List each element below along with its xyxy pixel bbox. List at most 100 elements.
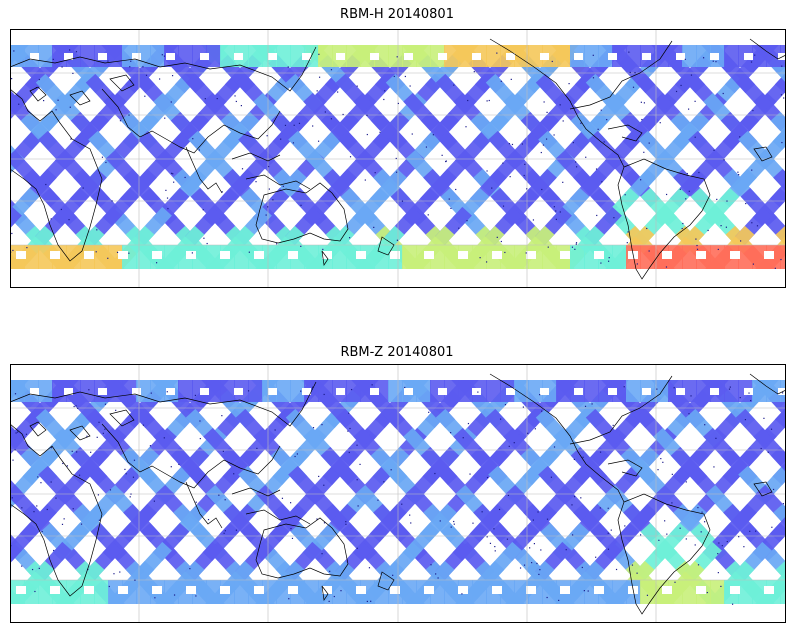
speck — [161, 54, 163, 56]
speck — [646, 594, 649, 596]
band-gap — [676, 53, 685, 60]
speck — [702, 57, 705, 59]
speck — [562, 181, 564, 183]
speck — [662, 461, 664, 463]
speck — [755, 530, 757, 532]
speck — [86, 435, 88, 437]
speck — [266, 135, 268, 137]
speck — [409, 514, 411, 516]
speck — [428, 411, 430, 413]
speck — [256, 447, 258, 449]
speck — [450, 432, 452, 434]
speck — [401, 200, 404, 202]
band-gap — [118, 251, 128, 259]
band-gap — [322, 586, 332, 594]
speck — [72, 72, 74, 75]
speck — [348, 237, 351, 239]
band-gap — [778, 53, 786, 60]
speck — [53, 549, 55, 552]
speck — [195, 501, 197, 503]
speck — [750, 399, 752, 402]
speck — [679, 527, 681, 529]
polar-band-cell — [206, 245, 221, 269]
band-gap — [132, 388, 141, 395]
speck — [660, 458, 662, 460]
speck — [486, 536, 488, 538]
speck — [597, 128, 599, 130]
speck — [57, 99, 59, 101]
speck — [596, 214, 598, 217]
speck — [472, 522, 474, 524]
speck — [534, 428, 536, 430]
speck — [178, 463, 180, 465]
band-gap — [220, 251, 230, 259]
speck — [547, 246, 549, 248]
speck — [357, 505, 359, 507]
band-gap — [472, 53, 481, 60]
speck — [195, 595, 197, 597]
band-gap — [594, 251, 604, 259]
speck — [507, 494, 510, 497]
speck — [697, 506, 699, 509]
band-gap — [730, 251, 740, 259]
speck — [510, 78, 512, 80]
speck — [248, 251, 250, 253]
speck — [781, 141, 783, 144]
speck — [636, 572, 638, 574]
polar-band-cell — [108, 45, 123, 67]
speck — [294, 455, 296, 458]
polar-band-cell — [402, 580, 417, 604]
band-gap — [574, 53, 583, 60]
band-gap — [458, 251, 468, 259]
gridlines — [10, 364, 786, 623]
speck — [580, 122, 582, 124]
band-gap — [302, 388, 311, 395]
polar-band-cell — [738, 580, 753, 604]
speck — [608, 260, 610, 262]
speck — [541, 410, 543, 412]
speck — [555, 210, 557, 212]
speck — [628, 51, 630, 53]
polar-band-cell — [52, 380, 67, 402]
speck — [434, 472, 436, 475]
speck — [721, 545, 723, 547]
band-gap — [288, 251, 298, 259]
speck — [640, 101, 642, 103]
speck — [124, 468, 126, 471]
speck — [648, 142, 650, 144]
speck — [448, 198, 450, 200]
band-gap — [370, 53, 379, 60]
speck — [153, 500, 156, 502]
speck — [111, 200, 113, 202]
speck — [574, 248, 576, 250]
polar-band-cell — [486, 45, 501, 67]
polar-band-cell — [220, 380, 235, 402]
speck — [509, 176, 511, 178]
speck — [684, 58, 686, 60]
speck — [493, 528, 495, 530]
speck — [255, 181, 257, 183]
speck — [543, 101, 545, 103]
polar-band-cell — [640, 580, 655, 604]
speck — [783, 97, 785, 99]
polar-band-cell — [374, 245, 389, 269]
speck — [581, 566, 583, 569]
speck — [539, 569, 541, 571]
speck — [129, 496, 131, 498]
speck — [95, 251, 97, 253]
speck — [500, 80, 502, 82]
speck — [371, 384, 373, 386]
polar-band-cell — [668, 45, 683, 67]
speck — [522, 406, 524, 408]
speck — [107, 257, 109, 259]
polar-band-cell — [752, 45, 767, 67]
speck — [221, 415, 223, 417]
speck — [726, 540, 728, 543]
speck — [159, 78, 161, 80]
polar-band-cell — [304, 580, 319, 604]
speck — [104, 428, 106, 430]
band-gap — [424, 586, 434, 594]
speck — [287, 66, 289, 68]
band-gap — [254, 586, 264, 594]
speck — [538, 573, 540, 576]
